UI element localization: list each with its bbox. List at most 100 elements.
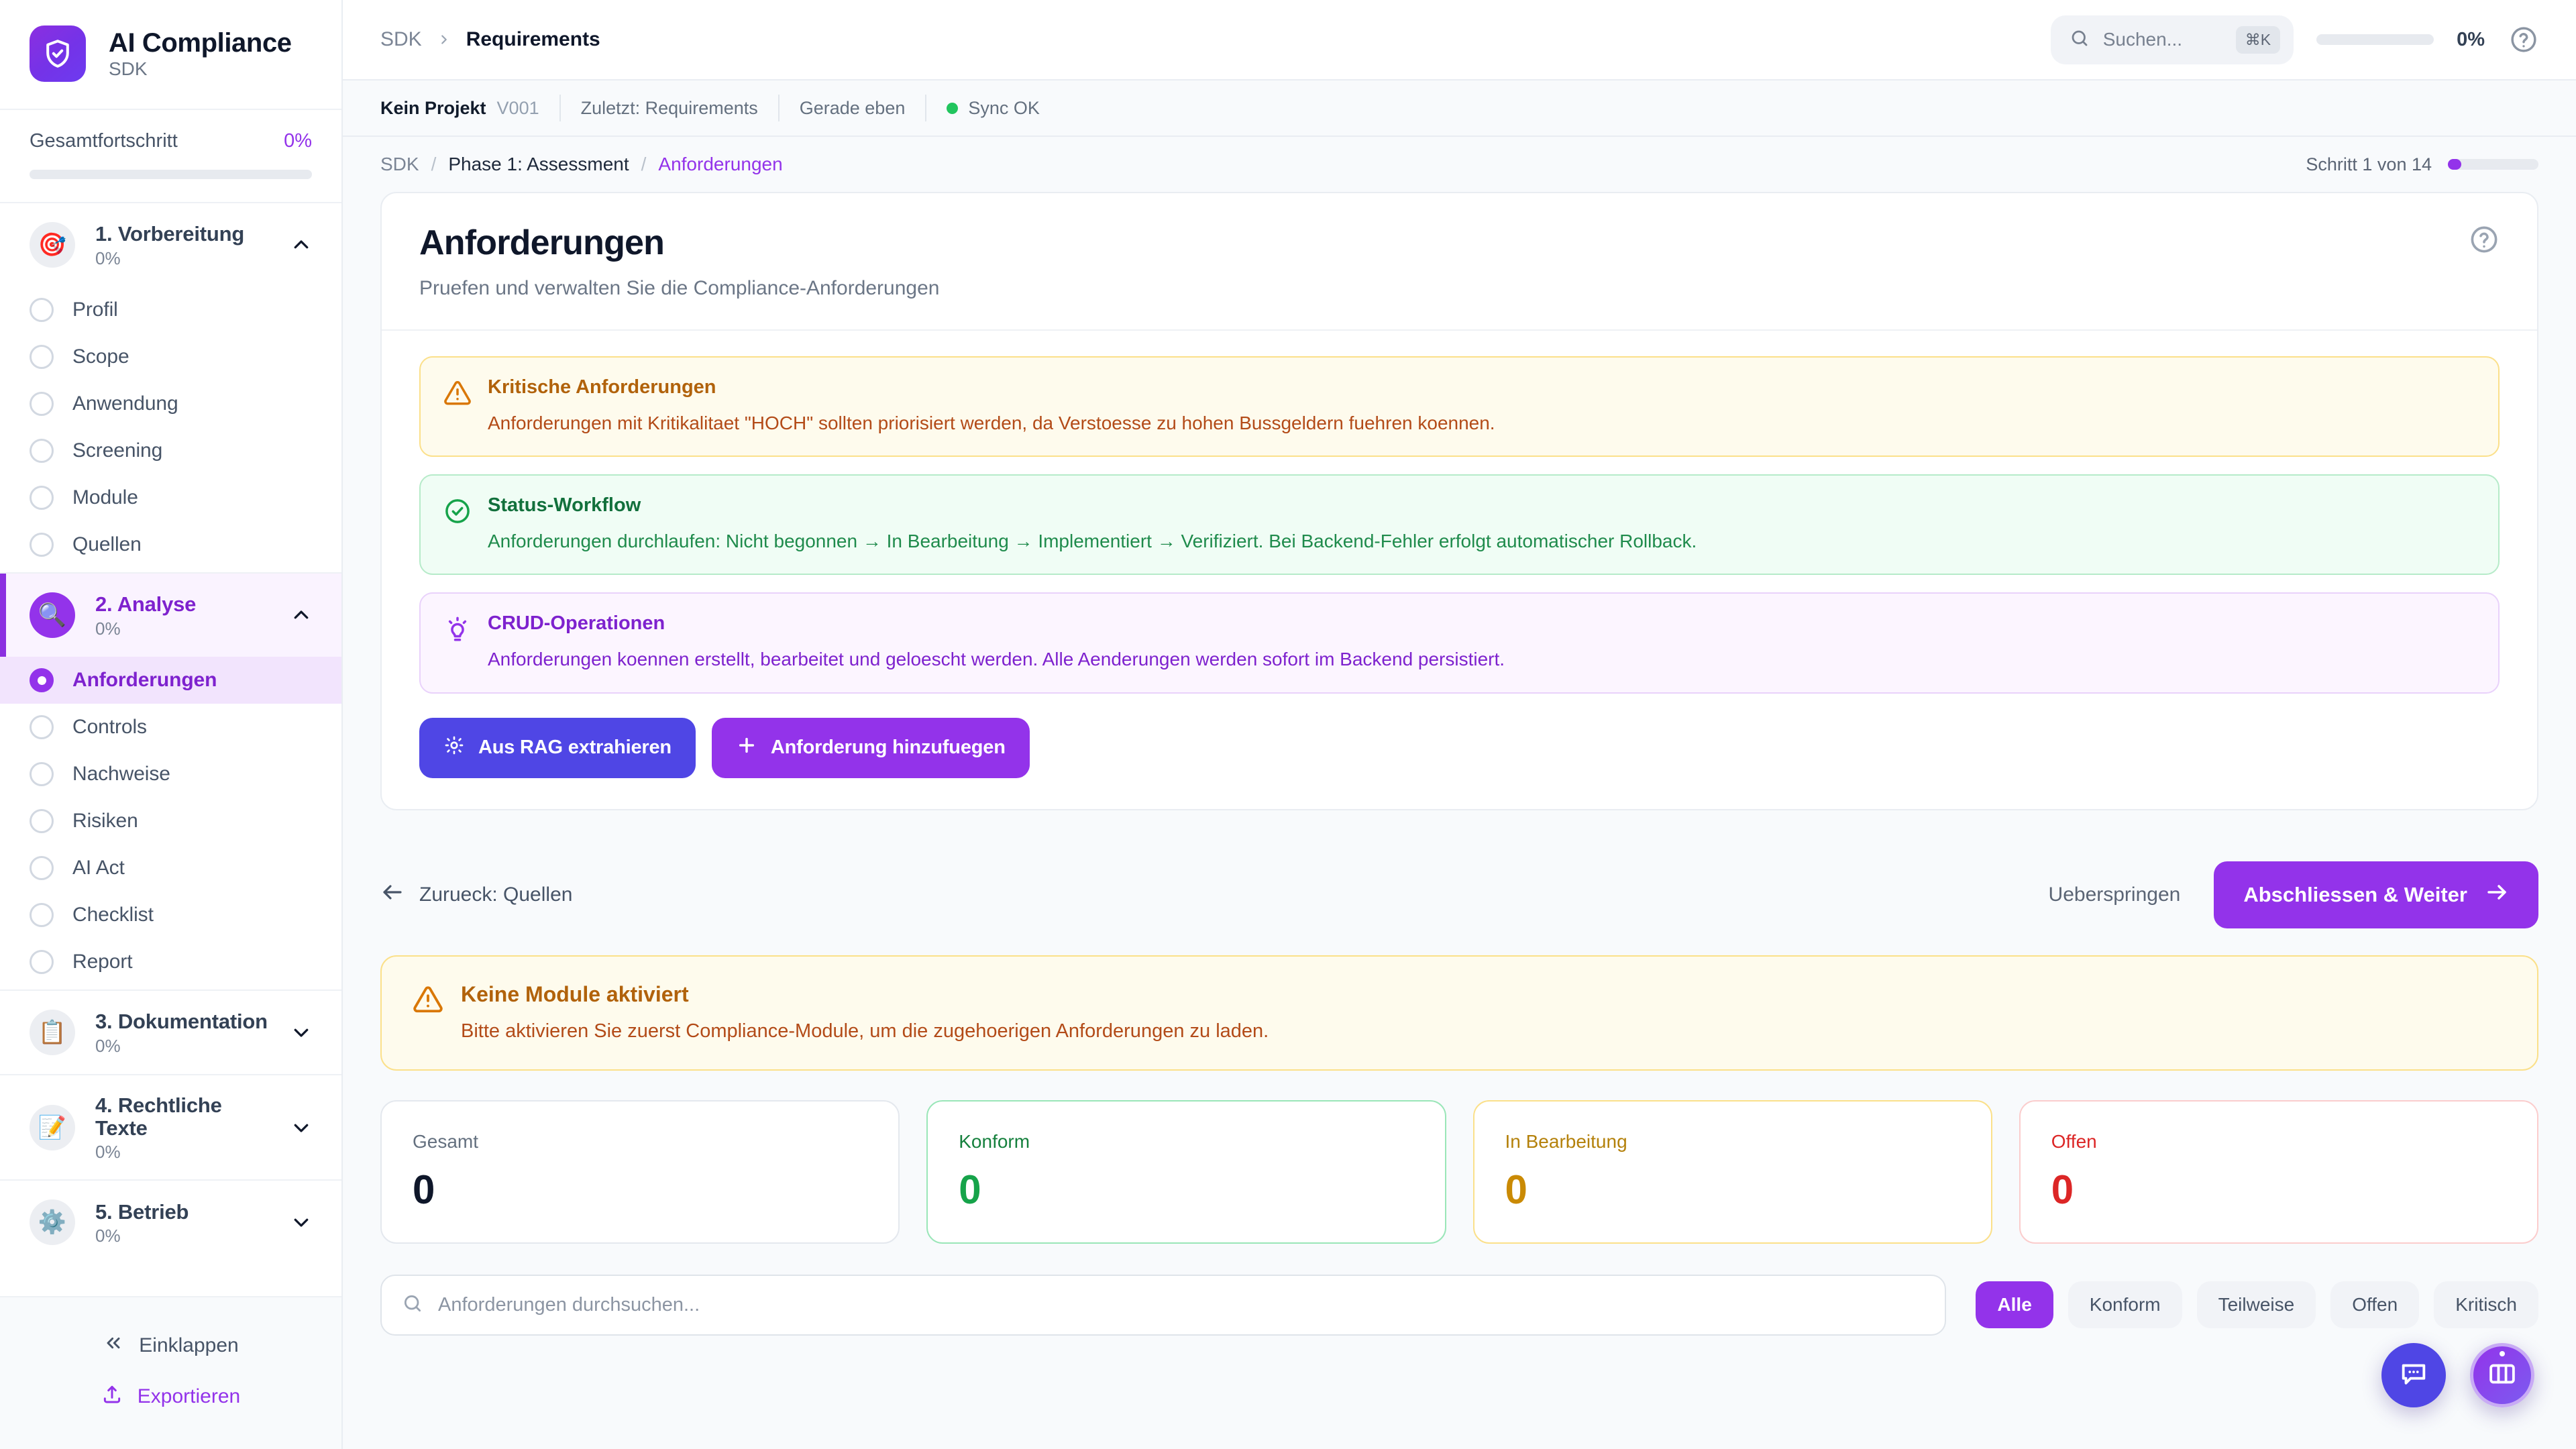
sidebar-footer: Einklappen Exportieren: [0, 1296, 341, 1449]
sidebar-item-screening[interactable]: Screening: [0, 427, 341, 474]
phase-header-dokumentation[interactable]: 📋 3. Dokumentation 0%: [0, 991, 341, 1074]
status-dot-icon: [30, 903, 54, 927]
phase-header-analyse[interactable]: 🔍 2. Analyse 0%: [0, 574, 341, 657]
stat-card-gesamt: Gesamt 0: [380, 1099, 900, 1244]
global-search-input[interactable]: Suchen... ⌘K: [2050, 15, 2294, 64]
chevrons-left-icon: [103, 1332, 124, 1359]
phase-header-betrieb[interactable]: ⚙️ 5. Betrieb 0%: [0, 1181, 341, 1264]
extract-from-rag-button[interactable]: Aus RAG extrahieren: [419, 717, 696, 778]
sidebar-item-profil[interactable]: Profil: [0, 286, 341, 333]
sidebar-item-anforderungen[interactable]: Anforderungen: [0, 657, 341, 704]
status-dot-icon: [30, 345, 54, 369]
callout-status-workflow: Status-Workflow Anforderungen durchlaufe…: [419, 474, 2500, 576]
help-circle-icon[interactable]: [2508, 23, 2540, 56]
callout-crud-operationen: CRUD-Operationen Anforderungen koennen e…: [419, 592, 2500, 694]
sidebar-item-anwendung[interactable]: Anwendung: [0, 380, 341, 427]
back-button[interactable]: Zurueck: Quellen: [380, 880, 572, 910]
step-label: Schritt 1 von 14: [2306, 154, 2432, 174]
sidebar-item-report[interactable]: Report: [0, 938, 341, 985]
metabar: Kein Projekt V001 Zuletzt: Requirements …: [343, 80, 2576, 137]
skip-button[interactable]: Ueberspringen: [2048, 883, 2181, 906]
chevron-up-icon[interactable]: [288, 602, 315, 629]
sidebar-item-ai-act[interactable]: AI Act: [0, 845, 341, 892]
divider: [925, 95, 927, 121]
chevron-right-icon: [437, 32, 451, 47]
help-circle-icon[interactable]: [2469, 224, 2500, 258]
add-requirement-button[interactable]: Anforderung hinzufuegen: [711, 717, 1030, 778]
collapse-sidebar-button[interactable]: Einklappen: [0, 1320, 341, 1371]
sidebar-item-label: Anforderungen: [72, 669, 217, 691]
phase-header-vorbereitung[interactable]: 🎯 1. Vorbereitung 0%: [0, 203, 341, 286]
breadcrumb-current: Requirements: [466, 28, 600, 50]
panel-fab-button[interactable]: [2470, 1343, 2534, 1407]
sidebar-item-quellen[interactable]: Quellen: [0, 521, 341, 568]
sync-status: Sync OK: [926, 98, 1060, 119]
meta-last-value: Requirements: [645, 97, 758, 118]
status-dot-icon: [30, 809, 54, 833]
chevron-down-icon[interactable]: [288, 1019, 315, 1046]
chevron-down-icon[interactable]: [288, 1114, 315, 1141]
filter-chip-offen[interactable]: Offen: [2330, 1281, 2420, 1329]
card-body: Kritische Anforderungen Anforderungen mi…: [382, 331, 2537, 808]
page-title: Anforderungen: [419, 223, 665, 262]
meta-last-label: Zuletzt:: [580, 97, 641, 118]
sidebar-item-label: Screening: [72, 439, 163, 462]
chevron-down-icon[interactable]: [288, 1209, 315, 1236]
requirements-search-placeholder: Anforderungen durchsuchen...: [438, 1293, 700, 1316]
sidebar-item-module[interactable]: Module: [0, 474, 341, 521]
sidebar-item-scope[interactable]: Scope: [0, 333, 341, 380]
sidebar-item-risiken[interactable]: Risiken: [0, 798, 341, 845]
filter-chip-teilweise[interactable]: Teilweise: [2196, 1281, 2316, 1329]
breadcrumb-root[interactable]: SDK: [380, 28, 422, 50]
brand-subtitle: SDK: [109, 58, 148, 79]
sidebar: AI Compliance SDK Gesamtfortschritt 0% 🎯…: [0, 0, 343, 1449]
chat-fab-button[interactable]: [2381, 1343, 2446, 1407]
add-requirement-label: Anforderung hinzufuegen: [770, 737, 1006, 759]
phase-header-rechtliche-texte[interactable]: 📝 4. Rechtliche Texte 0%: [0, 1075, 341, 1179]
stat-label: Konform: [959, 1130, 1030, 1152]
filter-chip-kritisch[interactable]: Kritisch: [2434, 1281, 2538, 1329]
export-label: Exportieren: [137, 1385, 241, 1407]
stat-value: 0: [959, 1167, 981, 1212]
requirements-search-input[interactable]: Anforderungen durchsuchen...: [380, 1274, 1947, 1336]
action-buttons: Aus RAG extrahieren Anforderung hinzufue…: [419, 717, 2500, 778]
content-scroll: Anforderungen Pruefen und verwalten Sie …: [343, 192, 2576, 1449]
stat-value: 0: [413, 1167, 435, 1212]
filter-chip-alle[interactable]: Alle: [1976, 1281, 2053, 1329]
status-dot-icon: [30, 298, 54, 322]
complete-and-next-button[interactable]: Abschliessen & Weiter: [2214, 861, 2538, 928]
complete-and-next-label: Abschliessen & Weiter: [2243, 882, 2467, 906]
sidebar-item-controls[interactable]: Controls: [0, 704, 341, 751]
sidebar-item-nachweise[interactable]: Nachweise: [0, 751, 341, 798]
stat-label: In Bearbeitung: [1505, 1130, 1627, 1152]
chevron-up-icon[interactable]: [288, 231, 315, 258]
banner-text: Bitte aktivieren Sie zuerst Compliance-M…: [461, 1020, 1269, 1042]
breadcrumb-item-phase[interactable]: Phase 1: Assessment: [448, 154, 629, 174]
requirements-card: Anforderungen Pruefen und verwalten Sie …: [380, 192, 2538, 810]
plus-icon: [736, 735, 757, 761]
sidebar-item-label: Nachweise: [72, 763, 170, 785]
global-search-placeholder: Suchen...: [2102, 29, 2183, 50]
memo-pencil-emoji-icon: 📝: [30, 1104, 75, 1150]
stat-value: 0: [1505, 1167, 1527, 1212]
filter-row: Anforderungen durchsuchen... Alle Konfor…: [380, 1274, 2538, 1336]
card-header: Anforderungen Pruefen und verwalten Sie …: [382, 193, 2537, 331]
sidebar-item-checklist[interactable]: Checklist: [0, 892, 341, 938]
phase-items-analyse: Anforderungen Controls Nachweise Risiken…: [0, 657, 341, 989]
banner-title: Keine Module aktiviert: [461, 981, 689, 1006]
alert-triangle-icon: [443, 379, 472, 407]
floating-actions: [2381, 1343, 2534, 1407]
callout-text: Anforderungen mit Kritikalitaet "HOCH" s…: [488, 412, 1495, 433]
meta-time: Gerade eben: [799, 97, 906, 118]
gear-emoji-icon: ⚙️: [30, 1199, 75, 1246]
breadcrumb-item-sdk[interactable]: SDK: [380, 154, 419, 174]
magnifying-glass-emoji-icon: 🔍: [30, 592, 75, 638]
step-indicator: Schritt 1 von 14: [2306, 154, 2538, 175]
meta-project: Kein Projekt: [380, 97, 486, 118]
export-button[interactable]: Exportieren: [0, 1371, 341, 1422]
stat-label: Offen: [2051, 1130, 2097, 1152]
filter-chip-konform[interactable]: Konform: [2068, 1281, 2182, 1329]
main-area: SDK Requirements Suchen... ⌘K 0%: [343, 0, 2576, 1449]
page-breadcrumb-bar: SDK / Phase 1: Assessment / Anforderunge…: [343, 137, 2576, 192]
